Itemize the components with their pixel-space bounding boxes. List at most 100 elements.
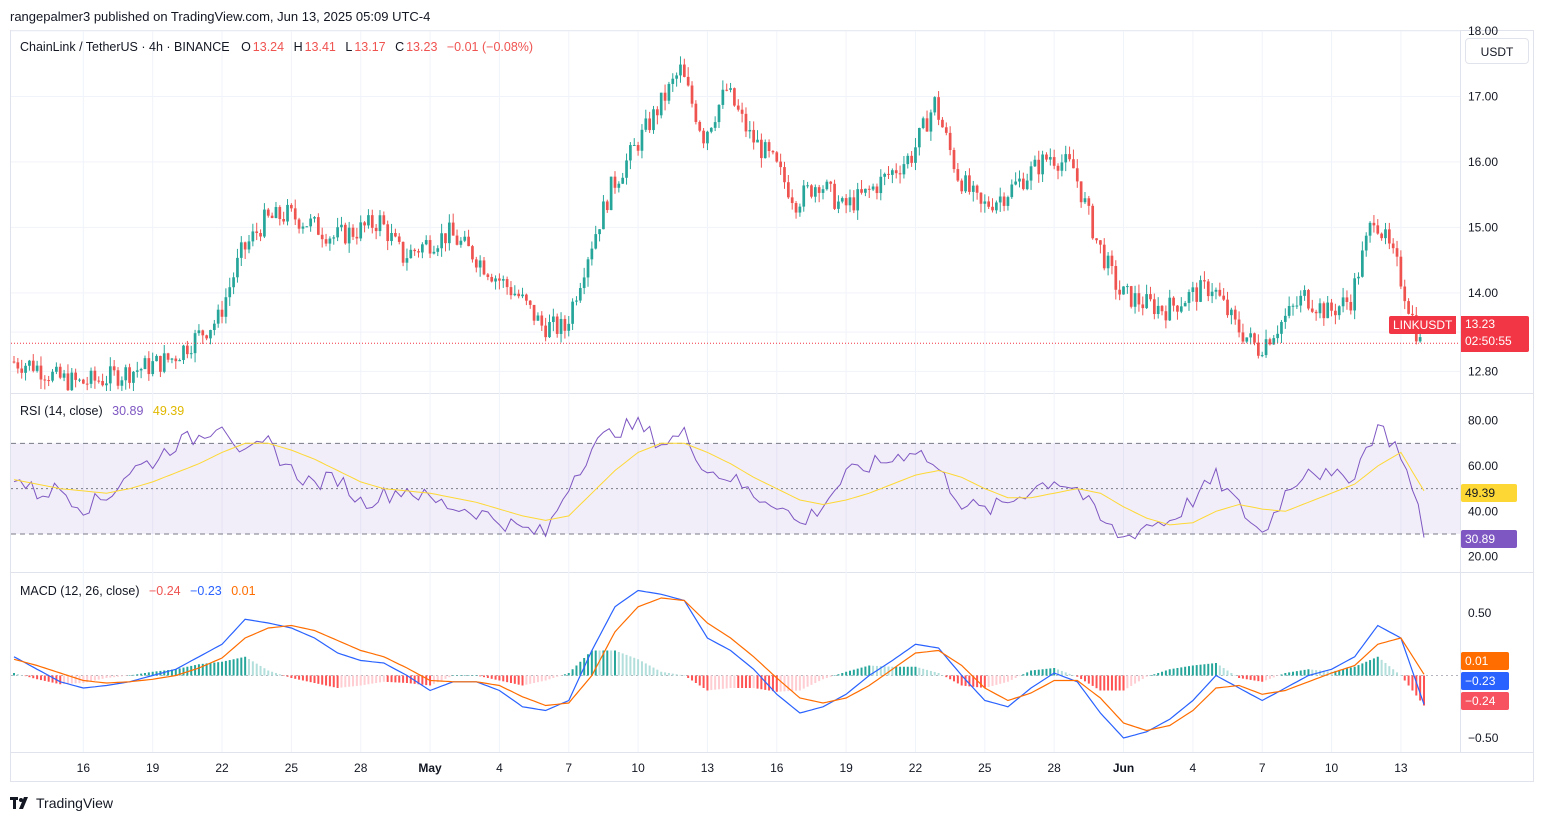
candle-body: [682, 64, 686, 77]
candle-body: [197, 330, 201, 334]
macd-histogram-bar: [845, 671, 848, 676]
macd-histogram-bar: [1087, 675, 1090, 684]
macd-histogram-bar: [421, 675, 424, 685]
candle-body: [571, 301, 574, 324]
candle-body: [1395, 248, 1399, 257]
macd-histogram-bar: [718, 675, 720, 690]
candle-body: [1083, 198, 1087, 203]
rsi-legend-label[interactable]: RSI (14, close): [20, 404, 103, 418]
candle-body: [609, 176, 613, 211]
candle-body: [852, 197, 856, 211]
macd-histogram-bar: [610, 650, 613, 676]
candle-body: [135, 370, 139, 372]
candle-body: [498, 278, 501, 281]
candle-body: [1241, 332, 1245, 342]
macd-histogram-bar: [964, 675, 967, 686]
macd-histogram-bar: [378, 675, 381, 683]
candle-body: [817, 187, 821, 193]
macd-legend-label[interactable]: MACD (12, 26, close): [20, 584, 140, 598]
macd-histogram-bar: [872, 665, 875, 676]
published-header: rangepalmer3 published on TradingView.co…: [10, 9, 431, 24]
macd-histogram-bar: [810, 675, 813, 685]
candle-body: [1199, 280, 1202, 302]
x-tick-label: 25: [285, 761, 299, 775]
macd-histogram-bar: [244, 656, 247, 676]
symbol-title[interactable]: ChainLink / TetherUS · 4h · BINANCE: [20, 40, 230, 54]
macd-histogram-bar: [1322, 670, 1325, 676]
candle-body: [340, 224, 343, 228]
macd-histogram-bar: [1292, 671, 1295, 676]
macd-histogram-bar: [1218, 665, 1221, 676]
macd-histogram-bar: [43, 675, 46, 681]
rsi-tick-label: 20.00: [1468, 550, 1498, 564]
candle-body: [767, 142, 771, 151]
macd-histogram-bar: [105, 675, 108, 678]
macd-histogram-bar: [82, 675, 85, 683]
candle-body: [35, 365, 39, 371]
candle-body: [124, 367, 128, 381]
candle-body: [1018, 178, 1021, 182]
candle-body: [440, 233, 443, 249]
macd-histogram-bar: [602, 650, 605, 676]
macd-histogram-bar: [860, 667, 863, 676]
macd-histogram-bar: [787, 675, 790, 692]
macd-histogram-bar: [47, 675, 50, 682]
candle-body: [1149, 294, 1152, 300]
x-tick-label: 13: [701, 761, 715, 775]
macd-histogram-bar: [398, 675, 401, 683]
macd-histogram-bar: [1249, 675, 1252, 680]
candle-body: [1056, 165, 1060, 171]
candle-body: [1287, 306, 1291, 316]
candle-body: [394, 233, 397, 237]
macd-tick-label: 0.50: [1468, 606, 1492, 620]
macd-histogram-bar: [93, 675, 96, 681]
x-tick-label: 16: [770, 761, 784, 775]
price-tick-label: 12.80: [1468, 364, 1498, 378]
macd-histogram-bar: [725, 675, 728, 689]
macd-histogram-bar: [459, 675, 462, 676]
macd-histogram-bar: [97, 675, 100, 680]
currency-button[interactable]: USDT: [1465, 38, 1529, 64]
macd-histogram-bar: [798, 675, 801, 691]
macd-histogram-bar: [1238, 675, 1241, 678]
candle-body: [706, 131, 709, 144]
footer-brand[interactable]: TradingView: [10, 795, 113, 811]
candle-body: [848, 197, 852, 206]
macd-histogram-bar: [70, 675, 73, 684]
candle-body: [74, 372, 77, 380]
macd-histogram-bar: [733, 675, 736, 688]
macd-histogram-bar: [868, 665, 871, 676]
candle-body: [760, 139, 763, 159]
macd-histogram-bar: [702, 675, 705, 688]
macd-histogram-bar: [891, 666, 894, 676]
macd-histogram-bar: [822, 675, 825, 680]
candle-body: [598, 229, 601, 235]
candle-body: [625, 160, 628, 178]
candle-body: [1048, 157, 1052, 160]
candle-body: [1187, 291, 1191, 303]
macd-histogram-bar: [321, 675, 324, 685]
candle-body: [228, 287, 232, 298]
macd-histogram-bar: [937, 673, 940, 676]
macd-histogram-bar: [995, 675, 998, 685]
macd-histogram-bar: [667, 673, 670, 676]
candle-body: [212, 323, 216, 331]
candle-body: [105, 383, 108, 386]
macd-histogram-bar: [1214, 663, 1217, 676]
macd-histogram-bar: [1288, 672, 1291, 676]
candle-body: [648, 118, 652, 131]
rsi-badge: 30.89: [1461, 530, 1517, 548]
macd-histogram-bar: [1369, 660, 1372, 676]
macd-histogram-bar: [683, 675, 686, 676]
candle-body: [201, 330, 205, 336]
candle-body: [1203, 280, 1206, 282]
candle-body: [810, 185, 813, 197]
candle-body: [490, 276, 494, 282]
candle-body: [81, 379, 85, 384]
open-value: 13.24: [252, 40, 285, 54]
macd-histogram-bar: [1010, 675, 1013, 680]
macd-histogram-bar: [309, 675, 312, 683]
macd-histogram-bar: [124, 675, 127, 676]
macd-histogram-bar: [286, 675, 289, 677]
